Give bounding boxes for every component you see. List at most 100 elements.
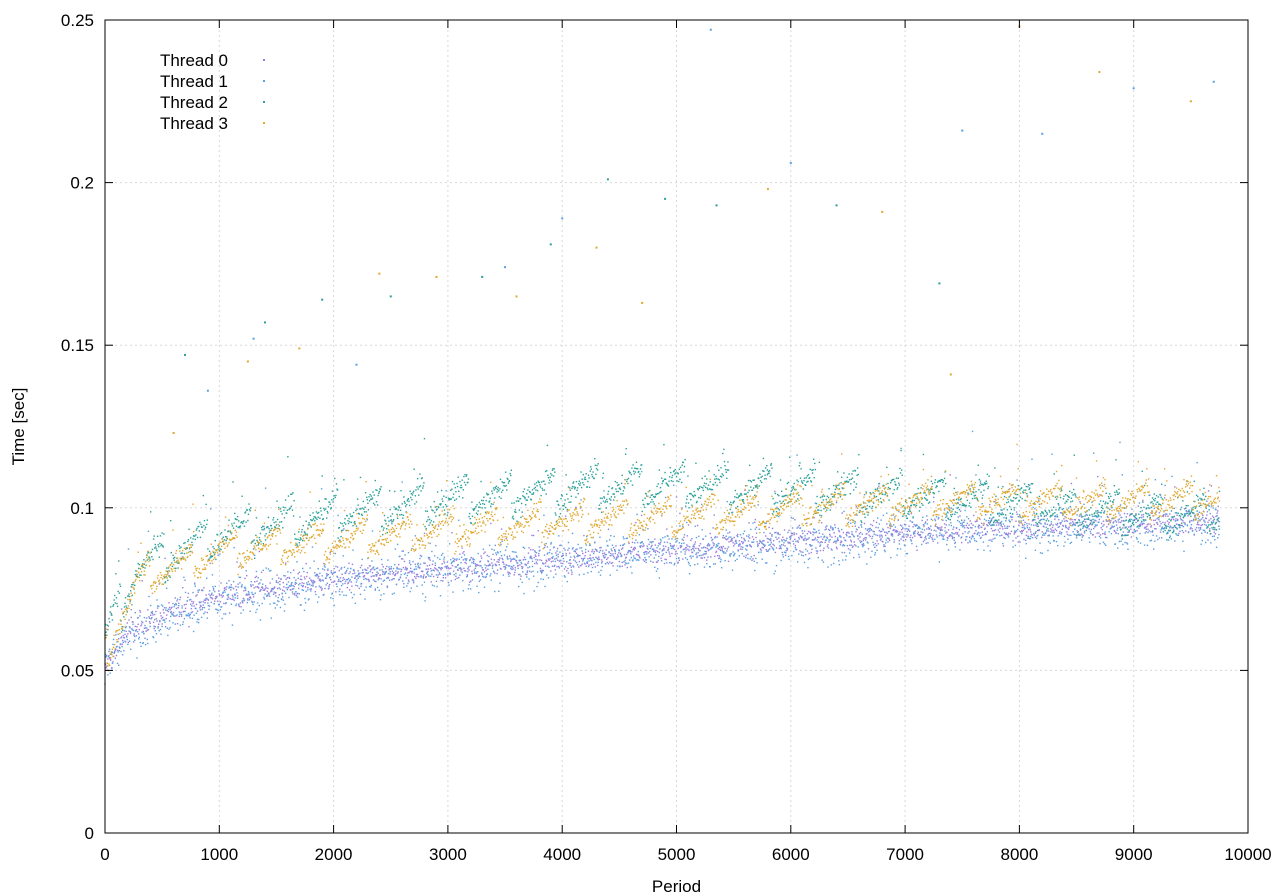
- data-point: [647, 538, 650, 541]
- data-point: [250, 585, 253, 587]
- data-point: [867, 548, 870, 550]
- data-point: [292, 569, 295, 571]
- data-point: [860, 524, 862, 526]
- data-point: [656, 547, 658, 549]
- data-point: [234, 597, 237, 599]
- data-point: [1022, 516, 1024, 518]
- data-point: [430, 520, 433, 522]
- data-point: [524, 496, 526, 499]
- data-point: [1196, 461, 1198, 464]
- data-point: [504, 549, 507, 551]
- data-point: [312, 512, 314, 514]
- data-point: [262, 543, 265, 545]
- data-point: [551, 552, 553, 555]
- data-point: [294, 583, 297, 585]
- data-point: [1056, 514, 1058, 516]
- data-point: [584, 563, 586, 565]
- data-point: [753, 554, 755, 557]
- data-point: [463, 551, 465, 553]
- data-point: [560, 544, 562, 546]
- data-point: [987, 545, 989, 547]
- data-point: [279, 606, 282, 609]
- data-point: [810, 545, 812, 547]
- data-point: [144, 567, 146, 569]
- data-point: [603, 496, 605, 498]
- data-point: [120, 631, 123, 633]
- data-point: [552, 576, 555, 578]
- data-point: [162, 609, 164, 611]
- data-point: [141, 580, 143, 582]
- data-point: [858, 556, 861, 558]
- data-point: [150, 614, 152, 616]
- data-point: [352, 573, 354, 575]
- data-point: [370, 586, 372, 588]
- data-point: [740, 536, 743, 539]
- data-point: [178, 604, 180, 607]
- data-point: [1004, 520, 1007, 522]
- data-point: [1181, 524, 1183, 527]
- data-point: [343, 479, 345, 481]
- data-point: [868, 534, 870, 536]
- data-point: [600, 511, 603, 514]
- data-point: [964, 531, 966, 533]
- data-point: [795, 549, 798, 551]
- data-point: [126, 638, 128, 641]
- data-point: [602, 477, 604, 479]
- data-point: [467, 587, 470, 590]
- data-point: [824, 529, 826, 531]
- data-point: [375, 573, 377, 576]
- data-point: [333, 495, 335, 497]
- data-point: [671, 545, 674, 547]
- data-point: [290, 583, 293, 585]
- data-point: [938, 516, 940, 519]
- data-point: [498, 590, 500, 593]
- data-point: [508, 480, 510, 483]
- data-point: [904, 523, 907, 526]
- data-point: [771, 533, 773, 536]
- data-point: [573, 555, 575, 557]
- data-point: [236, 595, 239, 597]
- data-point: [280, 598, 283, 601]
- data-point: [418, 565, 420, 567]
- data-point: [332, 501, 334, 503]
- data-point: [826, 525, 828, 527]
- data-point: [1028, 523, 1030, 525]
- data-point: [943, 509, 946, 511]
- data-point: [662, 480, 664, 483]
- data-point: [340, 568, 342, 570]
- data-point: [486, 554, 489, 557]
- data-point: [379, 574, 382, 576]
- data-point: [283, 517, 286, 519]
- data-point: [201, 526, 203, 529]
- data-point: [955, 527, 958, 529]
- data-point: [784, 540, 786, 542]
- data-point: [446, 566, 448, 568]
- data-point: [324, 566, 326, 568]
- data-point: [1036, 525, 1038, 528]
- data-point: [606, 501, 609, 503]
- data-point: [969, 520, 971, 522]
- data-point: [664, 478, 667, 481]
- data-point: [308, 522, 310, 524]
- data-point: [271, 527, 273, 530]
- data-point: [610, 548, 613, 550]
- data-point: [586, 561, 589, 563]
- data-point: [284, 499, 287, 501]
- data-point: [1211, 535, 1214, 538]
- data-point: [299, 582, 301, 585]
- data-point: [250, 580, 253, 583]
- data-point: [581, 478, 583, 480]
- data-point: [1208, 505, 1210, 507]
- data-point: [262, 587, 264, 589]
- data-point: [1061, 528, 1063, 530]
- data-point: [704, 550, 706, 553]
- data-point: [1110, 532, 1113, 535]
- data-point: [635, 467, 637, 470]
- data-point: [670, 547, 673, 550]
- data-point: [412, 490, 415, 493]
- data-point: [111, 614, 113, 616]
- data-point: [735, 540, 737, 543]
- data-point: [909, 520, 911, 522]
- data-point: [1058, 532, 1061, 535]
- data-point: [1133, 515, 1135, 517]
